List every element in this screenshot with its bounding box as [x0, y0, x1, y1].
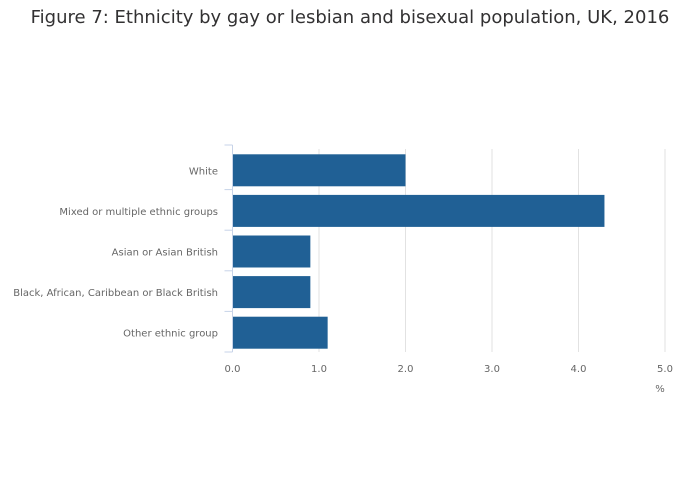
x-axis-label: % — [655, 384, 665, 395]
y-tick-label: Mixed or multiple ethnic groups — [59, 207, 218, 218]
y-tick-label: Asian or Asian British — [112, 248, 218, 259]
bar-1 — [233, 194, 605, 227]
chart-title: Figure 7: Ethnicity by gay or lesbian an… — [30, 7, 670, 28]
y-tick-label: White — [189, 166, 218, 177]
x-tick-label: 1.0 — [311, 364, 327, 375]
x-tick-label: 2.0 — [398, 364, 414, 375]
bar-2 — [233, 235, 311, 268]
y-tick-label: Other ethnic group — [123, 329, 218, 340]
bar-0 — [233, 154, 406, 187]
bar-3 — [233, 276, 311, 309]
y-tick-label: Black, African, Caribbean or Black Briti… — [13, 288, 218, 299]
x-tick-label: 0.0 — [225, 364, 241, 375]
x-tick-label: 4.0 — [571, 364, 587, 375]
x-tick-label: 5.0 — [657, 364, 673, 375]
bar-4 — [233, 316, 328, 349]
x-tick-label: 3.0 — [484, 364, 500, 375]
